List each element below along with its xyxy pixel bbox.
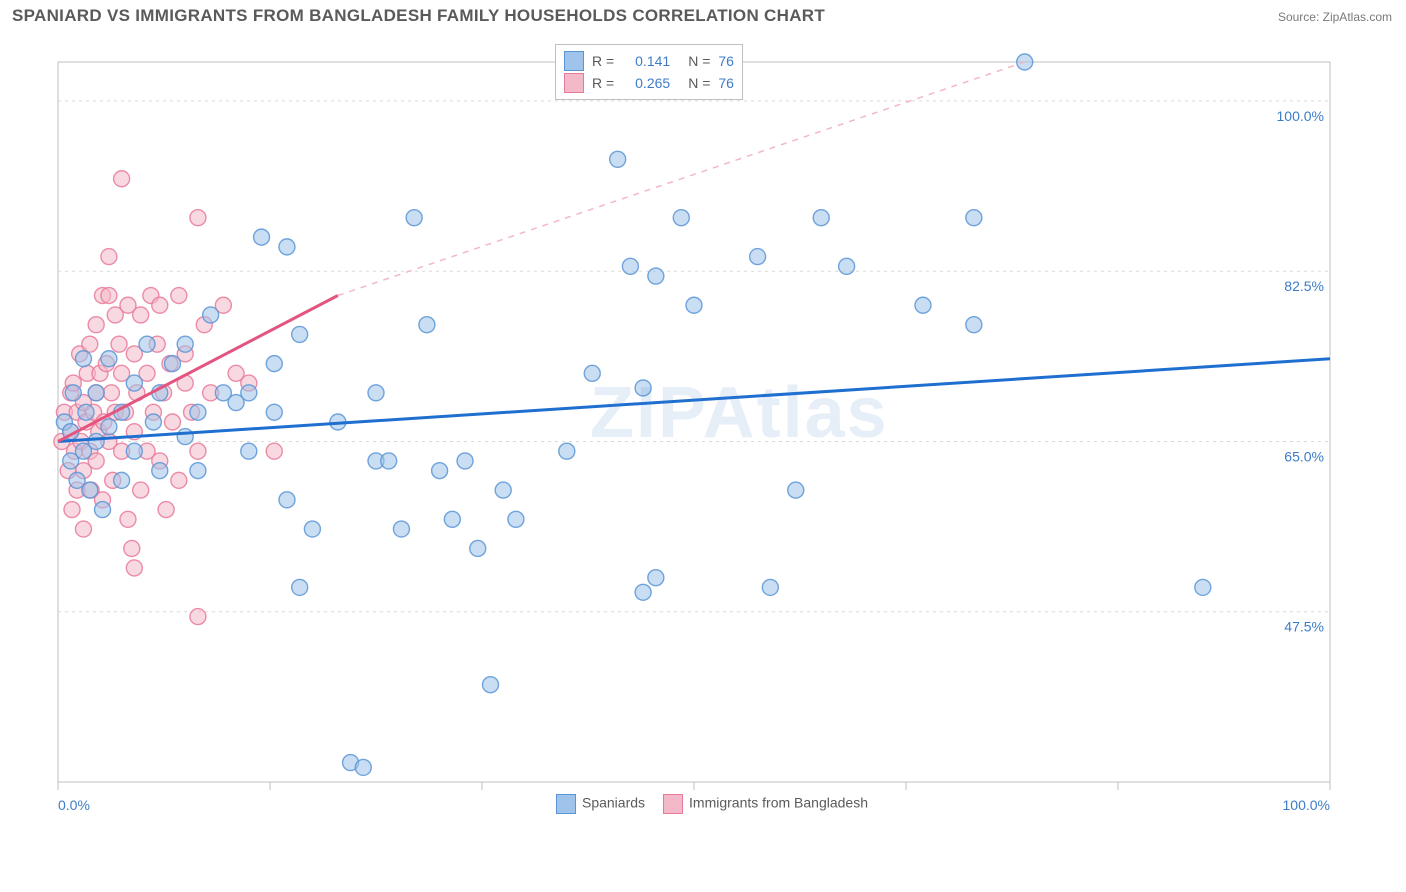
source-prefix: Source: xyxy=(1278,10,1323,24)
legend-row: R = 0.265 N = 76 xyxy=(564,73,734,93)
legend-correlation-box: R = 0.141 N = 76 R = 0.265 N = 76 xyxy=(555,44,743,100)
legend-swatch xyxy=(564,73,584,93)
svg-text:65.0%: 65.0% xyxy=(1284,448,1324,464)
chart-title: SPANIARD VS IMMIGRANTS FROM BANGLADESH F… xyxy=(12,6,825,25)
chart-area: 47.5%65.0%82.5%100.0%0.0%100.0% ZIPAtlas xyxy=(50,42,1390,842)
legend-series-name: Spaniards xyxy=(582,795,645,811)
legend-R-label: R = xyxy=(592,75,614,91)
legend-R-value: 0.141 xyxy=(622,53,670,69)
legend-N-label: N = xyxy=(688,75,710,91)
legend-row: R = 0.141 N = 76 xyxy=(564,51,734,71)
legend-swatch xyxy=(556,794,576,814)
legend-R-value: 0.265 xyxy=(622,75,670,91)
legend-N-label: N = xyxy=(688,53,710,69)
svg-text:82.5%: 82.5% xyxy=(1284,278,1324,294)
legend-R-label: R = xyxy=(592,53,614,69)
scatter-plot-svg: 47.5%65.0%82.5%100.0%0.0%100.0% xyxy=(50,42,1390,842)
legend-N-value: 76 xyxy=(718,53,734,69)
legend-series-name: Immigrants from Bangladesh xyxy=(689,795,868,811)
svg-text:47.5%: 47.5% xyxy=(1284,619,1324,635)
legend-series: Spaniards Immigrants from Bangladesh xyxy=(0,794,1406,888)
legend-swatch xyxy=(564,51,584,71)
svg-text:100.0%: 100.0% xyxy=(1277,108,1324,124)
legend-swatch xyxy=(663,794,683,814)
legend-N-value: 76 xyxy=(718,75,734,91)
source-name: ZipAtlas.com xyxy=(1323,10,1392,24)
source-label: Source: ZipAtlas.com xyxy=(1278,10,1392,24)
